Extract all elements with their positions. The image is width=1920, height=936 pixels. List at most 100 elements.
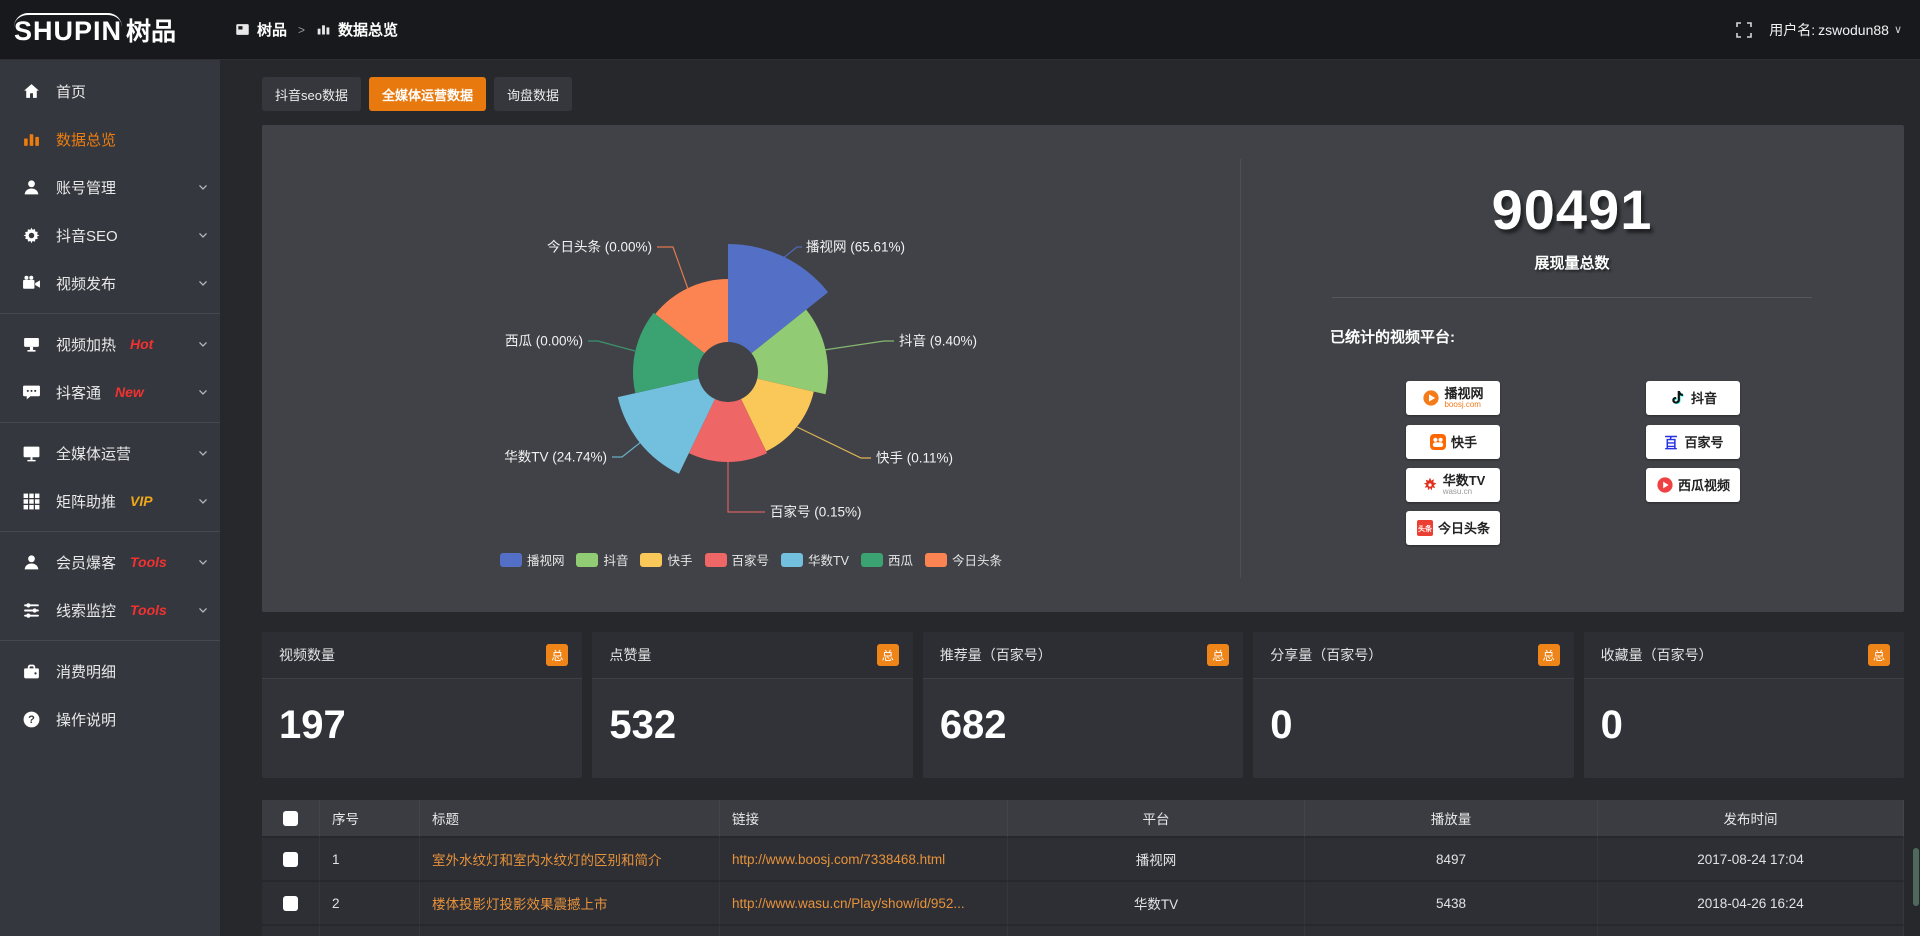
- table-header-col-1: 序号: [320, 800, 420, 838]
- legend-item-2[interactable]: 抖音: [576, 550, 628, 569]
- stat-card-value: 0: [1270, 703, 1293, 747]
- platform-badge-kuaishou: 快手: [1406, 425, 1500, 459]
- sidebar-item-douyin-seo[interactable]: 抖音SEO: [0, 211, 220, 259]
- sidebar-item-label: 矩阵助推: [56, 493, 117, 511]
- sidebar-item-badge: VIP: [130, 493, 153, 509]
- top-header: SHUPIN 树品 树品 > 数据总览 用户名: zswodun88 ∨: [0, 0, 1920, 60]
- table-header-checkbox-cell: [262, 800, 320, 838]
- wallet-icon: [22, 662, 41, 681]
- legend-item-5[interactable]: 华数TV: [781, 550, 849, 569]
- user-icon: [22, 178, 41, 197]
- chevron-down-icon: [196, 446, 210, 460]
- scrollbar-thumb[interactable]: [1913, 848, 1919, 906]
- table-header-col-6: 发布时间: [1598, 800, 1904, 838]
- sidebar-item-matrix-boost[interactable]: 矩阵助推 VIP: [0, 477, 220, 525]
- tab-bar: 抖音seo数据 全媒体运营数据 询盘数据: [262, 77, 1904, 111]
- table-header-col-2: 标题: [420, 800, 720, 838]
- pie-label-5: 西瓜 (0.00%): [505, 334, 583, 349]
- breadcrumb-app[interactable]: 树品: [257, 22, 288, 39]
- user-menu[interactable]: 用户名: zswodun88 ∨: [1769, 20, 1902, 40]
- logo: SHUPIN 树品: [0, 12, 220, 48]
- cell-title[interactable]: 楼体投影灯投影效果震撼上市: [420, 882, 720, 926]
- row-checkbox-cell: [262, 882, 320, 926]
- sidebar-item-data-overview[interactable]: 数据总览: [0, 115, 220, 163]
- sidebar-divider: [0, 422, 220, 423]
- legend-label: 华数TV: [808, 554, 849, 568]
- sidebar-item-home[interactable]: 首页: [0, 67, 220, 115]
- tab-1[interactable]: 抖音seo数据: [262, 77, 361, 111]
- legend-item-6[interactable]: 西瓜: [861, 550, 913, 569]
- cell-empty: [420, 926, 720, 936]
- legend-chip: [499, 552, 522, 567]
- sidebar-item-label: 视频加热: [56, 336, 117, 354]
- legend-item-7[interactable]: 今日头条: [925, 550, 1002, 569]
- row-checkbox[interactable]: [283, 851, 298, 867]
- legend-chip: [640, 552, 663, 567]
- stat-card-value: 0: [1600, 703, 1623, 747]
- data-overview-icon: [316, 22, 331, 37]
- pie-slice-6[interactable]: [655, 279, 728, 354]
- tab-3[interactable]: 询盘数据: [493, 77, 572, 111]
- cell-title[interactable]: 室外水纹灯和室内水纹灯的区别和简介: [420, 838, 720, 882]
- legend-chip: [861, 552, 883, 567]
- sidebar-nav: 首页 数据总览 账号管理 抖音SEO 视频发布 视频加热 Hot 抖客通 New 全媒体运营 矩阵助…: [0, 67, 220, 743]
- pie-label-2: 快手 (0.11%): [876, 451, 953, 466]
- sidebar: 首页 数据总览 账号管理 抖音SEO 视频发布 视频加热 Hot 抖客通 New 全媒体运营 矩阵助…: [0, 59, 220, 936]
- cell-empty: [1305, 926, 1598, 936]
- sidebar-item-video-publish[interactable]: 视频发布: [0, 259, 220, 307]
- question-icon: ?: [22, 710, 41, 729]
- total-badge: 总: [876, 644, 899, 666]
- platform-badge-xigua: 西瓜视频: [1646, 468, 1740, 502]
- cell-empty: [1008, 926, 1305, 936]
- sidebar-item-badge: New: [115, 384, 144, 400]
- platforms-title: 已统计的视频平台:: [1330, 329, 1455, 346]
- sidebar-item-member-baoke[interactable]: 会员爆客 Tools: [0, 538, 220, 586]
- pie-slice-4[interactable]: [617, 378, 715, 474]
- stat-card-value: 682: [939, 703, 1007, 747]
- sidebar-item-clue-monitor[interactable]: 线索监控 Tools: [0, 586, 220, 634]
- stat-card-value: 532: [609, 703, 677, 747]
- sidebar-item-op-guide[interactable]: ? 操作说明: [0, 695, 220, 743]
- cell-link[interactable]: http://www.wasu.cn/Play/show/id/952...: [720, 882, 1008, 926]
- sidebar-item-account-manage[interactable]: 账号管理: [0, 163, 220, 211]
- pie-slice-2[interactable]: [741, 378, 814, 452]
- cell-empty: [262, 926, 320, 936]
- sidebar-item-consume-detail[interactable]: 消费明细: [0, 647, 220, 695]
- total-badge: 总: [546, 644, 569, 666]
- stat-card-value: 197: [279, 703, 346, 747]
- legend-item-4[interactable]: 百家号: [704, 550, 769, 569]
- pie-label-3: 百家号 (0.15%): [770, 504, 862, 520]
- select-all-checkbox[interactable]: [283, 810, 298, 826]
- pie-slice-3[interactable]: [688, 399, 768, 463]
- sidebar-item-label: 消费明细: [56, 663, 117, 681]
- cell-empty: [320, 926, 420, 936]
- cell-link[interactable]: http://www.boosj.com/7338468.html: [720, 838, 1008, 882]
- breadcrumb-page[interactable]: 数据总览: [338, 22, 399, 39]
- legend-chip: [925, 552, 948, 567]
- pie-slice-5[interactable]: [632, 312, 705, 394]
- legend-label: 西瓜: [888, 554, 914, 568]
- total-badge: 总: [1537, 644, 1560, 666]
- row-checkbox[interactable]: [283, 895, 298, 911]
- sidebar-item-douketong[interactable]: 抖客通 New: [0, 368, 220, 416]
- legend-item-3[interactable]: 快手: [640, 550, 693, 569]
- cell-plays: 8497: [1305, 838, 1598, 882]
- tab-2[interactable]: 全媒体运营数据: [368, 77, 486, 111]
- stat-card-title: 收藏量（百家号）: [1600, 647, 1713, 663]
- pie-slice-0[interactable]: [728, 244, 829, 354]
- sidebar-item-video-heat[interactable]: 视频加热 Hot: [0, 320, 220, 368]
- bar-icon: [22, 130, 41, 149]
- table-row-partial: [262, 926, 1904, 936]
- pie-label-line-3: [727, 462, 765, 513]
- douyin-logo-icon: [1669, 389, 1687, 407]
- legend-item-1[interactable]: 播视网: [499, 550, 564, 569]
- user-label: 用户名:: [1769, 21, 1816, 38]
- fullscreen-icon[interactable]: [1735, 21, 1753, 39]
- rose-chart: 播视网 (65.61%) 抖音 (9.40%) 快手 (0.11%) 百家号 (0.1…: [262, 125, 1240, 612]
- summary-panel: 90491 展现量总数 已统计的视频平台: 播视网 boosj.com 快手 华数TV…: [1240, 125, 1904, 612]
- sidebar-item-omni-media[interactable]: 全媒体运营: [0, 429, 220, 477]
- sliders-icon: [22, 601, 41, 620]
- pie-slice-1[interactable]: [751, 309, 828, 395]
- legend-label: 今日头条: [952, 554, 1003, 568]
- chevron-down-icon: ∨: [1893, 24, 1902, 36]
